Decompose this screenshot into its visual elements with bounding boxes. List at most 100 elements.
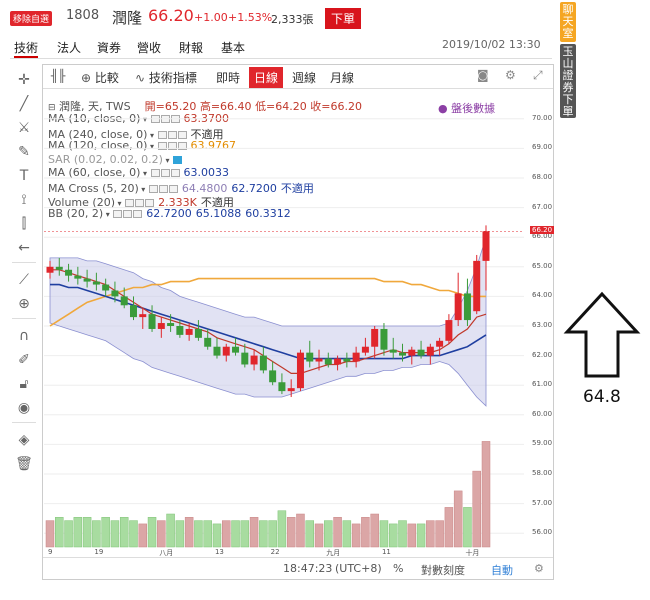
indicator-dropdown-icon[interactable]: ▾ xyxy=(138,185,148,194)
crosshair-icon[interactable]: ✛ xyxy=(18,72,30,88)
legend-close: 收=66.20 xyxy=(310,100,362,113)
fib-tool-icon[interactable]: ⚔ xyxy=(17,120,31,136)
tab-technical[interactable]: 技術 xyxy=(14,39,39,58)
magnet-icon[interactable]: ∩ xyxy=(18,328,30,344)
broker-order-tab[interactable]: 玉山證券下單 xyxy=(560,44,576,118)
indicator-control-icon[interactable] xyxy=(168,185,178,193)
candle-body xyxy=(454,293,462,321)
settings-gear-icon[interactable]: ⚙ xyxy=(505,68,516,82)
indicator-control-icon[interactable] xyxy=(123,210,133,219)
status-bar: 18:47:23 (UTC+8) % 對數刻度 自動 ⚙ xyxy=(43,557,553,579)
indicator-dropdown-icon[interactable]: ▾ xyxy=(140,115,150,124)
indicator-control-icon[interactable] xyxy=(157,130,167,139)
volume-bar xyxy=(398,520,407,548)
indicator-dropdown-icon[interactable]: ▾ xyxy=(140,169,150,179)
percent-toggle[interactable]: % xyxy=(393,562,404,575)
tab-margin[interactable]: 資券 xyxy=(97,41,122,55)
candle-body xyxy=(315,358,323,362)
indicator-dropdown-icon[interactable]: ▾ xyxy=(162,155,173,165)
price-tick-label: 60.00 xyxy=(532,409,553,418)
after-hours-label: 盤後數據 xyxy=(451,102,496,115)
legend-indicator-row[interactable]: MA (60, close, 0) ▾ 63.0033 xyxy=(48,166,229,179)
indicator-control-icon[interactable] xyxy=(145,198,155,207)
legend-indicator-row[interactable]: MA (120, close, 0) ▾ 63.9767 xyxy=(48,139,236,152)
indicator-control-icon[interactable] xyxy=(167,142,177,151)
prediction-tool-icon[interactable]: ⫿ xyxy=(21,216,27,232)
indicator-control-icon[interactable] xyxy=(158,185,168,193)
tab-revenue[interactable]: 營收 xyxy=(137,41,162,55)
tab-institutional[interactable]: 法人 xyxy=(57,41,82,55)
remove-watchlist-tag[interactable]: 移除自選 xyxy=(10,11,53,26)
compare-button[interactable]: ⊕ 比較 xyxy=(81,69,119,86)
price-chart[interactable] xyxy=(44,90,528,558)
trend-line-icon[interactable]: ╱ xyxy=(19,96,29,112)
indicator-control-icon[interactable] xyxy=(177,142,187,151)
tab-bar: 技術 法人 資券 營收 財報 基本 xyxy=(10,38,270,58)
candle-type-icon[interactable]: ╢╟ xyxy=(51,69,66,83)
layers-icon[interactable]: ◈ xyxy=(18,432,30,448)
lock-icon[interactable]: 🔓︎ xyxy=(19,376,29,392)
text-tool-icon[interactable]: T xyxy=(19,168,29,184)
draw-lock-icon[interactable]: ✐ xyxy=(18,352,30,368)
indicator-control-icon[interactable] xyxy=(157,142,167,151)
volume-bar xyxy=(138,523,148,548)
indicator-control-icon[interactable] xyxy=(125,198,135,207)
period-intraday[interactable]: 即時 xyxy=(216,71,241,85)
period-daily[interactable]: 日線 xyxy=(249,67,284,88)
legend-indicator-row[interactable]: Volume (20) ▾ 2.333K 不適用 xyxy=(48,194,234,210)
indicator-control-icon[interactable] xyxy=(150,169,160,178)
legend-indicator-value: 不適用 xyxy=(190,127,224,141)
legend-indicator-row[interactable]: SAR (0.02, 0.02, 0.2) ▾ xyxy=(48,153,183,166)
pattern-tool-icon[interactable]: ⟟ xyxy=(21,192,27,208)
chat-room-tab[interactable]: 聊天室 xyxy=(560,2,576,42)
candle-body xyxy=(287,388,295,392)
volume-bar xyxy=(73,517,83,548)
trash-icon[interactable]: 🗑︎ xyxy=(15,456,33,472)
indicator-control-icon[interactable] xyxy=(177,130,187,139)
candle-body xyxy=(473,260,481,312)
period-monthly[interactable]: 月線 xyxy=(330,71,355,85)
volume-lots: 2,333張 xyxy=(271,13,314,26)
legend-collapse-icon[interactable]: ⊟ xyxy=(48,103,56,113)
settings-gear-icon[interactable]: ⚙ xyxy=(534,562,544,575)
eye-icon[interactable]: ◉ xyxy=(17,400,31,416)
auto-scale-toggle[interactable]: 自動 xyxy=(491,564,513,577)
indicator-control-icon[interactable] xyxy=(167,130,177,139)
order-button[interactable]: 下單 xyxy=(325,8,362,29)
camera-icon[interactable]: ◙ xyxy=(477,68,489,82)
legend-indicator-row[interactable]: MA (240, close, 0) ▾ 不適用 xyxy=(48,126,224,142)
indicator-dropdown-icon[interactable]: ▾ xyxy=(147,130,157,140)
candle-body xyxy=(185,328,193,335)
volume-bar xyxy=(463,507,472,548)
indicator-control-icon[interactable] xyxy=(173,155,183,164)
indicator-control-icon[interactable] xyxy=(133,210,143,219)
legend-indicator-row[interactable]: BB (20, 2) ▾ 62.7200 65.1088 60.3312 xyxy=(48,207,291,220)
legend-indicator-row[interactable]: MA Cross (5, 20) ▾ 64.4800 62.7200 不適用 xyxy=(48,180,314,196)
indicator-control-icon[interactable] xyxy=(170,169,180,178)
clock-time: 18:47:23 xyxy=(283,562,333,575)
indicator-control-icon[interactable] xyxy=(113,210,123,219)
back-arrow-icon[interactable]: ← xyxy=(18,240,30,256)
fullscreen-icon[interactable]: ⤢ xyxy=(533,68,543,82)
legend-indicator-name: MA (120, close, 0) xyxy=(48,139,148,153)
ruler-icon[interactable]: ⟋ xyxy=(19,272,29,288)
indicator-control-icon[interactable] xyxy=(148,185,158,193)
tab-financials[interactable]: 財報 xyxy=(179,41,204,55)
legend-high: 高=66.40 xyxy=(199,100,252,113)
indicator-dropdown-icon[interactable]: ▾ xyxy=(103,210,113,220)
tool-divider xyxy=(12,422,36,423)
indicators-button[interactable]: ∿ 技術指標 xyxy=(135,69,197,86)
log-scale-toggle[interactable]: 對數刻度 xyxy=(421,564,465,577)
brush-icon[interactable]: ✎ xyxy=(18,144,30,160)
indicator-control-icon[interactable] xyxy=(160,169,170,178)
volume-bar xyxy=(249,517,259,548)
indicators-label: 技術指標 xyxy=(148,71,197,85)
indicator-control-icon[interactable] xyxy=(135,198,145,207)
zoom-in-icon[interactable]: ⊕ xyxy=(18,296,30,312)
price-tick-label: 61.00 xyxy=(532,380,553,389)
period-weekly[interactable]: 週線 xyxy=(292,71,317,85)
indicator-dropdown-icon[interactable]: ▾ xyxy=(147,142,157,152)
time-axis: 9 19 八月 13 22 九月 11 十月 xyxy=(44,548,528,560)
tab-basic[interactable]: 基本 xyxy=(221,41,246,55)
indicator-dropdown-icon[interactable]: ▾ xyxy=(115,198,125,208)
